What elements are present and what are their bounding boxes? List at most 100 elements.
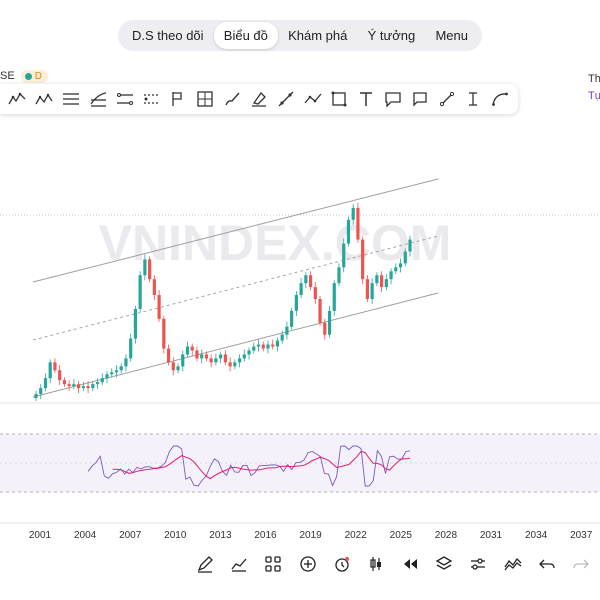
- side-panel-text-1: Th: [588, 73, 600, 85]
- pen-icon[interactable]: [194, 553, 216, 575]
- candle-body: [290, 310, 294, 327]
- trend-channel[interactable]: [32, 178, 439, 398]
- time-axis-tick-label: 2019: [299, 530, 322, 541]
- candle-body: [124, 358, 128, 367]
- brush-icon[interactable]: [222, 89, 242, 109]
- trend-line-icon[interactable]: [276, 89, 296, 109]
- tab-watchlist[interactable]: D.S theo dõi: [132, 28, 204, 43]
- candle-body: [100, 378, 104, 383]
- tab-chart[interactable]: Biểu đồ: [213, 22, 278, 49]
- candle-body: [247, 350, 251, 355]
- candle-body: [375, 275, 379, 284]
- channel-median-line[interactable]: [32, 235, 439, 341]
- candle-icon[interactable]: [365, 553, 387, 575]
- text-icon[interactable]: [356, 89, 376, 109]
- parallel-channel-icon[interactable]: [115, 89, 135, 109]
- tab-menu[interactable]: Menu: [435, 28, 468, 43]
- candle-body: [351, 207, 355, 220]
- rewind-icon[interactable]: [399, 553, 421, 575]
- tab-explore[interactable]: Khám phá: [288, 28, 348, 43]
- side-panel-text-2: Tự: [588, 90, 600, 102]
- price-chart[interactable]: VNINDEX.COM 2001 2004 2007 2010 2013 2016 2019…: [0, 120, 600, 545]
- candle-body: [185, 346, 190, 355]
- candle-body: [77, 384, 81, 389]
- candle-body: [342, 243, 346, 268]
- time-axis-tick-label: 2025: [390, 530, 413, 541]
- candle-body: [219, 354, 223, 359]
- chart-type-icon[interactable]: [228, 553, 250, 575]
- candle-body: [299, 283, 303, 296]
- candle-body: [379, 275, 384, 288]
- candle-body: [228, 362, 232, 367]
- candle-body: [294, 295, 298, 311]
- time-axis-tick-label: 2001: [29, 530, 52, 541]
- tab-ideas[interactable]: Ý tưởng: [367, 28, 416, 43]
- candle-body: [190, 346, 194, 351]
- highlighter-icon[interactable]: [249, 89, 269, 109]
- time-axis-tick-label: 2031: [480, 530, 503, 541]
- add-indicator-icon[interactable]: [297, 553, 319, 575]
- time-axis-tick-label: 2022: [345, 530, 368, 541]
- candle-body: [252, 346, 256, 351]
- candle-body: [119, 366, 123, 371]
- candle-body: [308, 275, 313, 288]
- note-icon[interactable]: [410, 89, 430, 109]
- candle-body: [365, 279, 369, 299]
- price-range-icon[interactable]: [463, 89, 483, 109]
- horizontal-lines-icon[interactable]: [61, 89, 81, 109]
- interval-badge[interactable]: D: [20, 69, 48, 83]
- candle-body: [43, 378, 48, 389]
- bottom-toolbar: [190, 550, 600, 578]
- path-icon[interactable]: [303, 89, 323, 109]
- undo-icon[interactable]: [536, 553, 558, 575]
- rsi-ma-line: [112, 450, 411, 480]
- candle-body: [91, 384, 95, 389]
- ray-icon[interactable]: [437, 89, 457, 109]
- symbol-name[interactable]: SE: [0, 70, 15, 82]
- candle-body: [394, 267, 398, 272]
- fib-channel-icon[interactable]: [88, 89, 108, 109]
- time-axis-tick-label: 2013: [209, 530, 232, 541]
- candle-body: [204, 354, 209, 359]
- candle-body: [233, 362, 237, 367]
- candle-body: [129, 338, 133, 359]
- candle-body: [138, 275, 142, 309]
- candle-body: [223, 354, 227, 363]
- redo-icon[interactable]: [570, 553, 592, 575]
- time-axis-tick-label: 2034: [525, 530, 548, 541]
- candle-body: [370, 283, 374, 299]
- candle-body: [261, 344, 265, 349]
- regression-trend-icon[interactable]: [142, 89, 162, 109]
- candle-body: [53, 362, 57, 371]
- settings-sliders-icon[interactable]: [467, 553, 489, 575]
- abcde-pattern-icon[interactable]: [34, 89, 54, 109]
- candle-body: [398, 263, 403, 268]
- pitchfork-icon[interactable]: [168, 89, 188, 109]
- arc-icon[interactable]: [490, 89, 510, 109]
- candle-body: [313, 287, 317, 299]
- candle-body: [181, 354, 185, 367]
- layers-icon[interactable]: [433, 553, 455, 575]
- elliott-wave-icon[interactable]: [7, 89, 27, 109]
- candle-body: [62, 380, 67, 385]
- candle-body: [318, 299, 322, 323]
- candle-body: [356, 207, 360, 240]
- channel-lower-line[interactable]: [32, 292, 439, 398]
- compare-icon[interactable]: [502, 553, 524, 575]
- candle-body: [81, 386, 85, 389]
- candle-body: [304, 275, 308, 284]
- candle-body: [86, 386, 90, 389]
- callout-icon[interactable]: [383, 89, 403, 109]
- candle-body: [266, 344, 270, 349]
- channel-upper-line[interactable]: [32, 178, 439, 283]
- candlestick-series: [34, 202, 412, 401]
- candle-body: [200, 354, 204, 359]
- rectangle-icon[interactable]: [329, 89, 349, 109]
- gann-box-icon[interactable]: [195, 89, 215, 109]
- alert-clock-icon[interactable]: [331, 553, 353, 575]
- candle-body: [110, 372, 114, 375]
- candle-body: [384, 279, 388, 288]
- grid-layout-icon[interactable]: [262, 553, 284, 575]
- candle-body: [133, 308, 138, 339]
- candle-body: [176, 366, 180, 371]
